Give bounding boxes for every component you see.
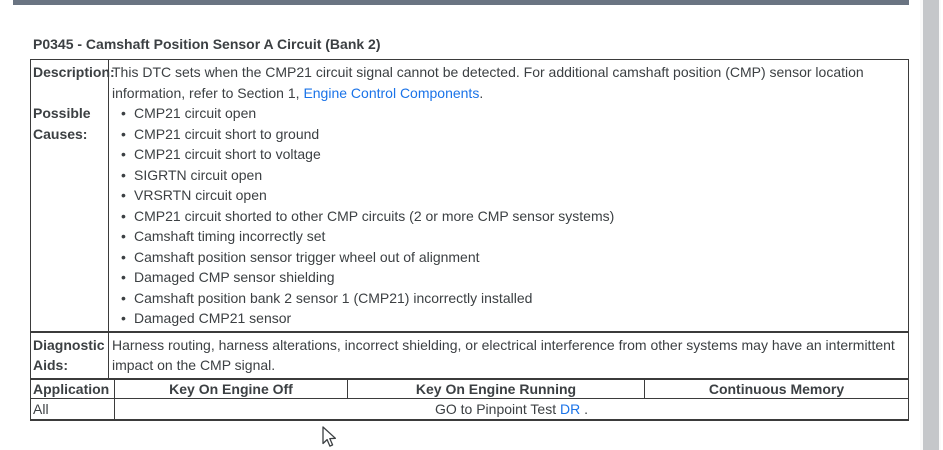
vertical-scrollbar[interactable] [920, 0, 941, 450]
list-item: CMP21 circuit shorted to other CMP circu… [121, 206, 904, 227]
application-header: Application [31, 379, 115, 398]
description-label-cell: Description: Possible Causes: [31, 60, 115, 331]
possible-causes-list: CMP21 circuit open CMP21 circuit short t… [112, 103, 904, 329]
window-top-bar [13, 0, 909, 5]
list-item: Camshaft position sensor trigger wheel o… [121, 247, 904, 268]
description-label: Description: [33, 64, 115, 80]
page-title: P0345 - Camshaft Position Sensor A Circu… [33, 36, 381, 52]
list-item: VRSRTN circuit open [121, 185, 904, 206]
diagnostic-aids-label: Diagnostic Aids: [31, 332, 109, 378]
list-item: CMP21 circuit short to ground [121, 124, 904, 145]
possible-causes-label: Possible Causes: [33, 105, 91, 142]
description-text-suffix: . [479, 84, 484, 101]
application-header-row: Application Key On Engine Off Key On Eng… [31, 377, 908, 398]
dtc-table: Description: Possible Causes: This DTC s… [30, 59, 909, 421]
description-text-before-link: This DTC sets when the CMP21 circuit sig… [112, 64, 864, 101]
list-item: Damaged CMP21 sensor [121, 308, 904, 329]
diagnostic-aids-row: Diagnostic Aids: Harness routing, harnes… [31, 330, 908, 378]
mouse-cursor-icon [322, 426, 337, 447]
engine-control-components-link[interactable]: Engine Control Components [303, 84, 480, 101]
list-item: Damaged CMP sensor shielding [121, 267, 904, 288]
application-value: All [31, 398, 115, 419]
diagnostic-aids-text: Harness routing, harness alterations, in… [112, 336, 895, 374]
list-item: Camshaft timing incorrectly set [121, 226, 904, 247]
description-row: Description: Possible Causes: This DTC s… [31, 60, 908, 331]
table-row: All GO to Pinpoint Test DR . [31, 397, 908, 419]
key-on-engine-running-header: Key On Engine Running [348, 379, 645, 398]
pinpoint-test-suffix: . [580, 400, 589, 417]
list-item: CMP21 circuit short to voltage [121, 144, 904, 165]
pinpoint-test-dr-link[interactable]: DR [560, 400, 581, 417]
description-text: This DTC sets when the CMP21 circuit sig… [112, 62, 904, 103]
pinpoint-test-cell: GO to Pinpoint Test DR . [115, 399, 908, 419]
key-on-engine-off-header: Key On Engine Off [115, 379, 348, 398]
pinpoint-test-text: GO to Pinpoint Test [434, 400, 560, 417]
continuous-memory-header: Continuous Memory [708, 380, 845, 397]
list-item: Camshaft position bank 2 sensor 1 (CMP21… [121, 288, 904, 309]
list-item: CMP21 circuit open [121, 103, 904, 124]
description-content-cell: This DTC sets when the CMP21 circuit sig… [109, 60, 908, 331]
scrollbar-thumb[interactable] [923, 0, 939, 450]
list-item: SIGRTN circuit open [121, 165, 904, 186]
